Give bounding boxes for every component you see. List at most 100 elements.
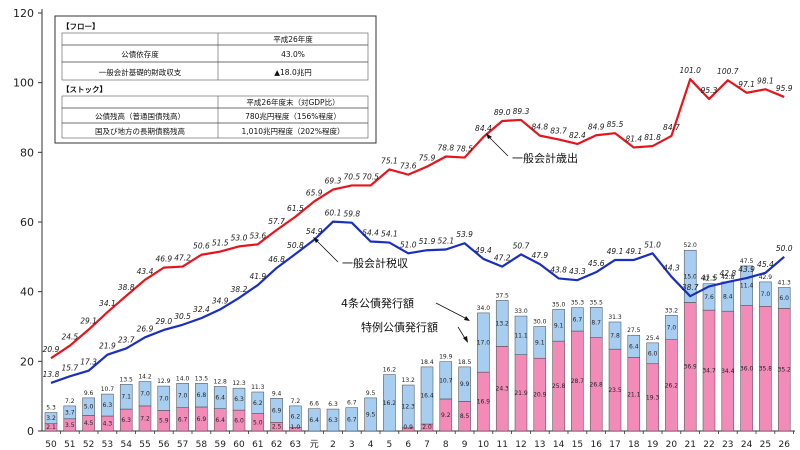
bar-construction-bonds <box>101 393 114 417</box>
bar-total-label: 6.7 <box>347 400 357 407</box>
line-tax <box>50 220 785 384</box>
bar-special-label: 16.9 <box>477 399 491 406</box>
bar-total-label: 35.0 <box>552 301 566 308</box>
bar-special-label: 34.4 <box>721 368 735 375</box>
revenue-point-label: 81.4 <box>625 134 642 143</box>
tax-point-label: 43.8 <box>550 265 567 274</box>
flow-row-value-1: ▲18.0兆円 <box>274 67 311 77</box>
x-tick-label: 3 <box>349 440 355 450</box>
bar-construction-bonds <box>514 315 528 355</box>
bar-special-label: 2.1 <box>46 424 56 431</box>
annotation-revenue-leader <box>487 135 509 157</box>
bar-special-label: 35.2 <box>778 367 792 374</box>
revenue-point-label: 81.8 <box>644 133 661 142</box>
x-tick-label: 54 <box>120 440 132 450</box>
revenue-point-label: 98.1 <box>757 76 774 85</box>
bar-total-label: 10.7 <box>101 386 115 393</box>
flow-row-label-1: 一般会計基礎的財政収支 <box>99 67 182 77</box>
bar-total-label: 19.9 <box>439 354 453 361</box>
bar-construction-bonds <box>571 307 584 332</box>
bar-construction-label: 16.2 <box>383 400 397 407</box>
bar-construction-label: 6.2 <box>291 414 301 421</box>
bar-construction-label: 11.1 <box>514 332 528 339</box>
tax-point-label: 49.1 <box>625 247 642 256</box>
bar-construction-label: 3.2 <box>46 415 56 422</box>
bar-construction-bonds <box>232 387 246 411</box>
x-tick-label: 7 <box>424 440 430 450</box>
bar-special-label: 4.5 <box>84 420 94 427</box>
x-tick-label: 55 <box>139 440 150 450</box>
bar-special-label: 36.9 <box>684 364 698 371</box>
tax-point-label: 50.7 <box>513 241 530 250</box>
annotation-special-arrowhead <box>463 336 468 343</box>
revenue-point-label: 53.6 <box>249 231 266 240</box>
bar-total-label: 12.8 <box>214 378 228 385</box>
bar-special-label: 8.5 <box>460 413 470 420</box>
bar-total-label: 7.2 <box>291 398 301 405</box>
revenue-point-label: 101.0 <box>679 66 701 75</box>
bar-special-label: 5.0 <box>253 419 263 426</box>
tax-point-label: 38.7 <box>682 283 699 292</box>
stock-header: 平成26年度末（対GDP比） <box>246 97 339 107</box>
bar-construction-bonds <box>195 383 208 408</box>
bar-construction-label: 6.3 <box>328 417 338 424</box>
bar-construction-bonds <box>326 408 340 432</box>
bar-special-label: 21.9 <box>514 390 528 397</box>
x-tick-label: 6 <box>405 440 411 450</box>
bar-construction-bonds <box>270 398 283 423</box>
bar-construction-bonds <box>289 405 302 428</box>
bar-construction-label: 7.8 <box>610 333 620 340</box>
bar-total-label: 31.3 <box>608 314 622 321</box>
x-tick-label: 元 <box>310 440 319 450</box>
x-tick-label: 13 <box>534 440 545 450</box>
flow-row-label-0: 公債依存度 <box>121 49 159 59</box>
y-tick-label: 20 <box>20 355 34 368</box>
revenue-point-label: 20.9 <box>43 345 60 354</box>
bar-construction-label: 13.2 <box>496 320 510 327</box>
tax-point-label: 51.9 <box>419 237 436 246</box>
bar-construction-label: 6.2 <box>253 400 263 407</box>
bar-special-label: 28.7 <box>571 378 585 385</box>
annotation-tax: 一般会計税収 <box>342 256 408 270</box>
tax-point-label: 54.1 <box>381 230 398 239</box>
bar-construction-bonds <box>683 249 697 303</box>
tax-point-label: 59.8 <box>343 210 360 219</box>
line-revenue <box>50 78 785 360</box>
bar-total-label: 35.3 <box>571 300 585 307</box>
x-tick-label: 21 <box>684 440 695 450</box>
lines-layer <box>50 78 785 384</box>
x-tick-label: 61 <box>252 440 263 450</box>
tax-point-label: 41.9 <box>249 272 266 281</box>
revenue-point-label: 69.3 <box>325 177 342 186</box>
bar-construction-bonds <box>458 366 471 402</box>
revenue-point-label: 47.2 <box>174 254 191 263</box>
revenue-point-label: 89.3 <box>513 107 530 116</box>
revenue-point-label: 53.0 <box>231 233 248 242</box>
bar-construction-label: 6.0 <box>779 295 789 302</box>
bar-total-label: 9.4 <box>272 390 282 397</box>
bar-special-label: 6.9 <box>197 416 207 423</box>
bar-construction-label: 6.4 <box>215 395 225 402</box>
x-tick-label: 25 <box>760 440 771 450</box>
bar-total-label: 52.0 <box>684 242 698 249</box>
bar-construction-label: 7.6 <box>704 294 714 301</box>
bar-construction-bonds <box>439 361 453 400</box>
y-tick-label: 120 <box>13 7 34 20</box>
bar-construction-bonds <box>533 326 547 359</box>
x-tick-label: 51 <box>64 440 75 450</box>
revenue-point-label: 46.9 <box>155 255 172 264</box>
bar-construction-bonds <box>420 366 434 425</box>
x-tick-label: 9 <box>462 440 468 450</box>
bar-total-label: 11.3 <box>251 384 265 391</box>
bar-total-label: 41.3 <box>778 279 792 286</box>
bar-construction-bonds <box>759 281 772 307</box>
x-tick-label: 24 <box>741 440 753 450</box>
annotation-construction-arrowhead <box>464 316 470 321</box>
x-tick-label: 23 <box>722 440 733 450</box>
bar-construction-label: 6.7 <box>347 416 357 423</box>
bar-construction-label: 17.0 <box>477 340 491 347</box>
bar-construction-bonds <box>665 315 678 340</box>
x-tick-label: 8 <box>443 440 449 450</box>
revenue-point-label: 24.5 <box>61 333 78 342</box>
